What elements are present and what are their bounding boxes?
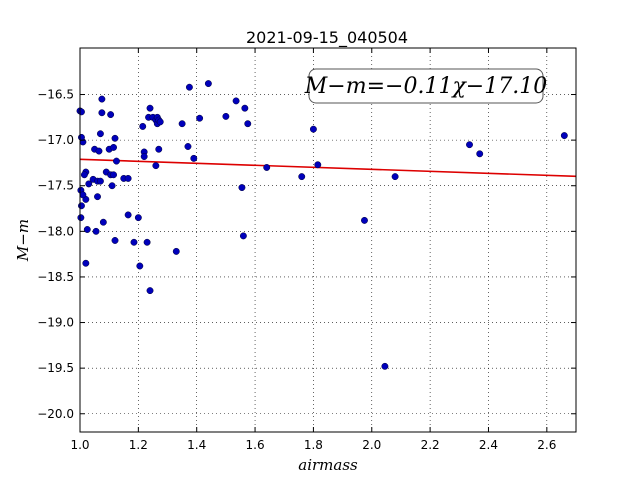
fit-line (79, 158, 577, 178)
data-point (110, 171, 118, 179)
data-point (98, 109, 106, 117)
data-point (178, 120, 186, 128)
data-point (124, 211, 132, 219)
points-layer (76, 80, 568, 370)
data-point (78, 108, 85, 116)
data-point (239, 232, 247, 240)
x-tick-label: 1.0 (70, 438, 89, 452)
data-point (244, 120, 252, 128)
data-point (391, 173, 399, 181)
data-point (80, 171, 88, 179)
data-point (140, 153, 148, 160)
y-tick-label: −19.5 (37, 361, 74, 375)
x-tick-label: 2.6 (537, 438, 556, 452)
data-point (560, 132, 568, 140)
data-point (111, 134, 119, 142)
data-point (190, 154, 198, 162)
data-point (134, 214, 142, 222)
data-point (143, 238, 151, 246)
y-tick-label: −17.0 (37, 133, 74, 147)
data-point (94, 193, 101, 201)
data-point (476, 150, 484, 158)
data-point (146, 104, 154, 112)
data-point (361, 216, 368, 224)
data-point (111, 237, 119, 244)
x-tick-label: 1.2 (129, 438, 148, 452)
data-point (110, 143, 118, 151)
data-point (79, 191, 87, 199)
data-point (77, 214, 85, 222)
data-point (96, 130, 104, 138)
data-point (184, 143, 192, 150)
data-point (466, 141, 473, 149)
x-tick-label: 2.2 (421, 438, 440, 452)
data-point (155, 145, 163, 153)
data-point (241, 104, 249, 112)
data-point (222, 112, 230, 120)
data-point (309, 125, 317, 133)
data-point (263, 164, 271, 171)
data-point (78, 202, 85, 210)
fit-layer (79, 158, 577, 178)
data-point (139, 122, 147, 130)
x-tick-label: 2.4 (479, 438, 498, 452)
data-point (156, 118, 164, 126)
equation-box-frame (308, 68, 544, 104)
data-point (124, 174, 132, 182)
x-tick-label: 2.0 (362, 438, 381, 452)
plot-frame (79, 47, 577, 433)
data-point (196, 114, 204, 122)
data-point (96, 177, 104, 185)
y-tick-label: −18.5 (37, 270, 74, 284)
data-point (238, 184, 246, 192)
x-tick-label: 1.6 (246, 438, 265, 452)
y-tick-label: −16.5 (37, 88, 74, 102)
data-point (381, 362, 389, 370)
y-tick-label: −18.0 (37, 224, 74, 238)
y-tick-label: −17.5 (37, 179, 74, 193)
data-point (172, 247, 180, 255)
data-point (185, 83, 193, 91)
fit-equation-box: M−m=−0.11χ−17.10 (304, 68, 547, 104)
data-point (82, 259, 90, 267)
data-point (146, 287, 154, 295)
chart-title: 2021-09-15_040504 (246, 28, 408, 48)
data-point (314, 161, 322, 169)
x-tick-label: 1.4 (187, 438, 206, 452)
data-point (113, 157, 120, 165)
data-point (98, 95, 106, 103)
data-point (85, 180, 93, 188)
data-point (95, 147, 103, 155)
data-point (92, 227, 100, 235)
data-point (152, 162, 160, 170)
data-point (107, 111, 115, 119)
data-point (136, 262, 144, 270)
y-axis-label: M−m (14, 219, 32, 262)
fit-equation-label: M−m=−0.11χ−17.10 (304, 74, 547, 99)
grid-layer (79, 48, 576, 432)
data-point (204, 80, 212, 88)
data-point (232, 97, 240, 105)
data-point (99, 218, 107, 226)
data-point (130, 238, 138, 246)
y-tick-label: −20.0 (37, 407, 74, 421)
data-point (298, 173, 306, 181)
x-tick-label: 1.8 (304, 438, 323, 452)
x-axis-label: airmass (298, 456, 358, 474)
ticks-layer: 1.0 1.2 1.4 1.6 1.8 2.0 2.2 2.4 2.6 −16.5 −17.0 −17… (37, 48, 576, 452)
y-tick-label: −19.0 (37, 316, 74, 330)
data-point (108, 182, 116, 190)
data-point (83, 226, 91, 233)
